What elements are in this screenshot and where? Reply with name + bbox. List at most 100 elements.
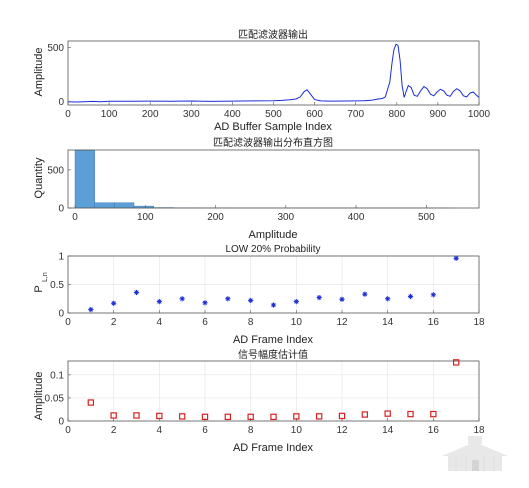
panel3-point-16-d2	[453, 256, 459, 261]
panel3-x-tick-label-9: 18	[473, 317, 485, 328]
panel2-y-axis-label: Quantity	[33, 157, 45, 198]
panel4-point-2	[133, 412, 140, 419]
panel-histogram: 匹配滤波器输出分布直方图 0 100 200 300 400 500 0 500 Amplit…	[33, 136, 480, 241]
panel3-x-tick-label-5: 10	[291, 317, 303, 328]
histogram-bar-0	[74, 149, 95, 209]
panel2-title: 匹配滤波器输出分布直方图	[213, 136, 333, 149]
panel3-x-tick-label-6: 12	[336, 317, 348, 328]
panel3-point-13-d2	[385, 296, 390, 301]
panel4-point-8	[270, 413, 277, 421]
panel2-x-tick-label-4: 400	[348, 212, 365, 223]
panel2-x-tick-label-3: 300	[277, 212, 294, 223]
panel1-x-tick-label-10: 1000	[468, 109, 491, 120]
panel3-points	[88, 255, 459, 313]
panel3-axes: 0 2 4 6 8 10 12 14 16 18 0 0.5 1	[50, 252, 485, 329]
panel4-y-tick-label-0: 0	[58, 417, 64, 428]
panel4-point-6	[224, 413, 232, 421]
panel3-x-tick-label-1: 2	[111, 317, 117, 328]
panel3-point-8-d2	[271, 302, 276, 308]
panel4-point-12	[361, 411, 369, 418]
panel3-point-11	[339, 296, 345, 302]
panel1-x-tick-label-6: 600	[306, 109, 323, 120]
panel4-point-7	[247, 413, 254, 421]
panel3-point-4	[179, 296, 185, 302]
panel4-point-11	[338, 412, 346, 420]
panel1-series-line	[67, 43, 480, 103]
panel1-x-tick-label-9: 900	[430, 109, 447, 120]
panel4-point-1	[110, 412, 117, 419]
panel4-x-tick-label-3: 6	[202, 425, 208, 436]
panel4-point-10	[315, 413, 323, 420]
panel1-x-axis-label: AD Buffer Sample Index	[214, 121, 332, 133]
panel3-point-9	[293, 299, 299, 305]
panel4-y-tick-label-2: 0.1	[50, 370, 64, 381]
panel3-point-6	[225, 296, 231, 302]
panel3-point-9-d2	[294, 299, 299, 304]
panel2-bars	[74, 149, 449, 209]
panel4-axes-frame	[67, 360, 480, 422]
panel3-point-10-d2	[316, 295, 322, 300]
panel1-x-tick-label-4: 400	[224, 109, 241, 120]
panel4-y-tick-label-1: 0.05	[45, 393, 65, 404]
panel3-y-axis-subscript: L,n	[42, 272, 49, 282]
panel4-axes: 0 2 4 6 8 10 12 14 16 18 0 0.05 0.1	[45, 360, 485, 436]
panel3-point-14	[407, 293, 414, 300]
panel4-points	[87, 359, 460, 421]
panel3-point-7	[248, 297, 254, 304]
panel3-point-14-d2	[408, 294, 413, 299]
histogram-bar-2	[114, 202, 135, 209]
panel4-x-tick-label-0: 0	[65, 425, 71, 436]
panel1-x-tick-label-0: 0	[65, 109, 71, 120]
building-watermark-icon	[442, 436, 508, 471]
panel4-x-tick-label-6: 12	[336, 425, 348, 436]
panel1-x-tick-label-3: 300	[183, 109, 200, 120]
panel3-point-15-d2	[431, 292, 436, 297]
panel-amplitude-estimate: 信号幅度估计值 0 2 4 6 8 10 12 14 16 18 0 0.05 0.1 AD Frame…	[33, 348, 485, 454]
panel3-x-tick-label-2: 4	[157, 317, 163, 328]
panel1-x-tick-label-2: 200	[142, 109, 159, 120]
panel3-y-tick-label-2: 1	[58, 252, 64, 263]
panel2-x-tick-label-0: 0	[72, 212, 78, 223]
panel3-x-tick-label-8: 16	[428, 317, 440, 328]
panel3-point-8	[270, 302, 277, 308]
panel4-point-16	[452, 359, 460, 366]
panel2-x-tick-label-5: 500	[418, 212, 435, 223]
histogram-bar-1	[94, 202, 115, 209]
panel4-x-tick-label-1: 2	[111, 425, 117, 436]
panel3-y-tick-label-0: 0	[58, 309, 64, 320]
panel3-point-0-d2	[88, 307, 94, 312]
panel2-axes: 0 100 200 300 400 500 0 500	[47, 149, 480, 223]
panel4-x-tick-label-2: 4	[157, 425, 163, 436]
panel4-x-tick-label-7: 14	[382, 425, 394, 436]
panel3-title: LOW 20% Probability	[225, 244, 320, 255]
panel2-axes-frame	[67, 149, 480, 209]
panel3-y-tick-label-1: 0.5	[50, 280, 64, 291]
panel4-point-15	[430, 410, 437, 418]
panel3-point-13	[385, 296, 391, 302]
panel3-point-7-d2	[248, 298, 253, 303]
panel3-y-axis-label: P	[33, 285, 45, 292]
panel3-point-3	[156, 299, 162, 305]
panel3-point-10	[316, 295, 322, 301]
panel3-x-tick-label-3: 6	[202, 317, 208, 328]
panel4-point-13	[384, 410, 391, 417]
panel1-axes: 0 100 200 300 400 500 600 700 800 900 1000 0 500	[47, 40, 491, 120]
panel4-x-tick-label-4: 8	[248, 425, 254, 436]
panel2-y-tick-label-0: 0	[58, 204, 64, 215]
panel-matched-filter-output: 匹配滤波器输出 0 100 200 300 400 500 600 700 800 900 1000…	[33, 28, 491, 133]
panel3-point-1	[111, 300, 117, 306]
panel4-title: 信号幅度估计值	[238, 348, 308, 361]
panel4-point-3	[156, 412, 163, 420]
panel3-point-2	[133, 289, 140, 296]
panel3-x-tick-label-7: 14	[382, 317, 394, 328]
panel1-x-tick-label-7: 700	[347, 109, 364, 120]
panel4-x-tick-label-8: 16	[428, 425, 440, 436]
panel3-x-tick-label-4: 8	[248, 317, 254, 328]
panel2-y-tick-label-1: 500	[47, 165, 64, 176]
panel1-y-axis-label: Amplitude	[33, 48, 45, 97]
panel4-x-tick-label-5: 10	[291, 425, 303, 436]
panel3-point-4-d2	[179, 296, 185, 301]
panel3-y-axis-label-group: P L,n	[33, 272, 49, 293]
panel4-point-14	[407, 410, 414, 418]
